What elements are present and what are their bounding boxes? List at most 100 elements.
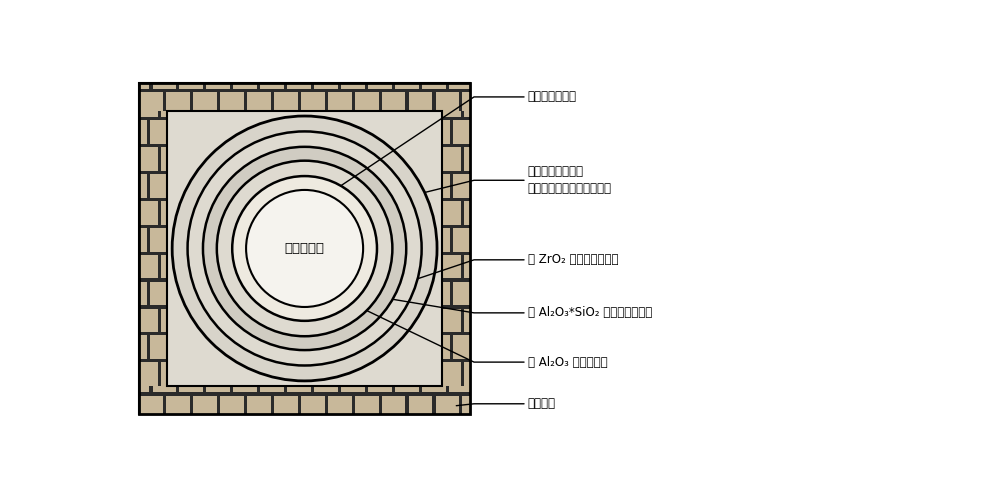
Bar [464,201,470,224]
Bar [260,83,284,89]
Bar [422,83,446,89]
Bar [139,120,147,144]
Bar [220,396,244,414]
Bar [453,336,470,359]
Bar [409,396,432,414]
Bar [247,92,271,111]
Bar [328,396,352,414]
Bar [341,386,365,393]
Circle shape [232,176,377,321]
Bar [287,83,311,89]
Bar [464,147,470,171]
Bar [449,386,470,393]
Bar [355,92,379,111]
Bar [442,363,461,386]
Bar [233,83,257,89]
Bar [260,386,284,393]
Bar [161,111,167,117]
Bar [464,363,470,386]
Bar [161,363,167,386]
Bar [233,386,257,393]
Bar [139,386,149,393]
Bar [314,386,338,393]
Bar [341,83,365,89]
Bar [409,92,432,111]
Bar [436,396,459,414]
Bar [368,386,392,393]
Bar [139,111,158,117]
Bar [166,396,190,414]
Bar [139,147,158,171]
Bar [442,308,461,333]
Bar [161,201,167,224]
Bar [453,174,470,198]
Bar [368,83,392,89]
Bar [150,174,167,198]
Bar [139,281,147,306]
Text: 铂零件（管段）: 铂零件（管段） [528,91,577,103]
Circle shape [172,116,437,381]
Bar [464,255,470,278]
Bar [139,363,158,386]
Bar [462,396,470,414]
Bar [139,83,470,414]
Bar [453,281,470,306]
Bar [274,396,298,414]
Bar [161,255,167,278]
Bar [462,92,470,111]
Bar [206,83,230,89]
Bar [179,386,203,393]
Circle shape [217,161,392,336]
Bar [193,92,217,111]
Text: 由 Al₂O₃ 制成的填料: 由 Al₂O₃ 制成的填料 [528,356,608,369]
Bar [139,228,147,251]
Bar [442,255,461,278]
Bar [150,228,167,251]
Bar [247,396,271,414]
Bar [287,386,311,393]
Bar [167,111,442,386]
Bar [139,92,163,111]
Bar [139,174,147,198]
Bar [382,396,405,414]
Text: 炉子内衬: 炉子内衬 [528,397,556,410]
Bar [442,228,450,251]
Bar [139,336,147,359]
Text: 以纳米粉沫浸润的
石英制成的支撑和保护外壳: 以纳米粉沫浸润的 石英制成的支撑和保护外壳 [528,165,612,195]
Bar [453,120,470,144]
Bar [139,83,149,89]
Bar [150,281,167,306]
Bar [464,111,470,117]
Bar [220,92,244,111]
Bar [161,308,167,333]
Bar [301,92,325,111]
Bar [464,308,470,333]
Bar [442,111,461,117]
Bar [139,396,163,414]
Bar [395,83,419,89]
Circle shape [246,190,363,307]
Bar [442,147,461,171]
Bar [382,92,405,111]
Bar [161,147,167,171]
Bar [139,255,158,278]
Bar [139,201,158,224]
Bar [139,308,158,333]
Bar [449,83,470,89]
Circle shape [203,147,406,350]
Bar [395,386,419,393]
Bar [139,83,470,414]
Bar [436,92,459,111]
Bar [153,386,176,393]
Bar [355,396,379,414]
Text: 玻璃熔化物: 玻璃熔化物 [285,242,325,255]
Bar [422,386,446,393]
Bar [153,83,176,89]
Bar [150,336,167,359]
Bar [193,396,217,414]
Text: 由 ZrO₂ 制成的保护外壳: 由 ZrO₂ 制成的保护外壳 [528,253,618,266]
Bar [442,174,450,198]
Bar [179,83,203,89]
Bar [166,92,190,111]
Bar [301,396,325,414]
